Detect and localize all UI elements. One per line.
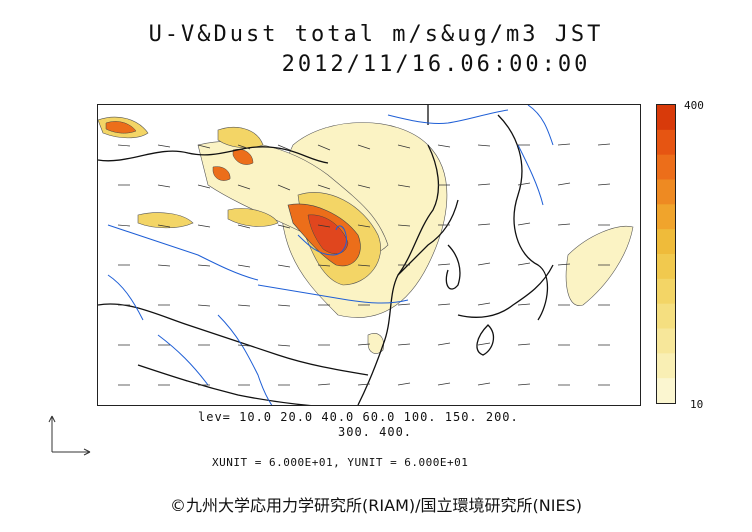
dust-map [97, 104, 641, 406]
colorbar-band [657, 303, 675, 329]
colorbar-band [657, 254, 675, 280]
colorbar-min-label: 10 [690, 398, 704, 411]
colorbar-band [657, 129, 675, 156]
wind-vectors [117, 143, 611, 386]
colorbar-max-label: 400 [684, 99, 704, 112]
map-title: U-V&Dust total m/s&ug/m3 JST [148, 22, 604, 47]
map-canvas [98, 105, 634, 405]
map-timestamp: 2012/11/16.06:00:00 [281, 52, 591, 77]
colorbar-band [657, 179, 675, 205]
colorbar-band [657, 204, 675, 230]
vector-units: XUNIT = 6.000E+01, YUNIT = 6.000E+01 [212, 456, 469, 469]
levels-line-1: lev= 10.0 20.0 40.0 60.0 100. 150. 200. [198, 410, 519, 424]
dust-colorbar [656, 104, 676, 404]
coastlines [98, 105, 554, 405]
colorbar-band [657, 353, 675, 379]
contour-levels: lev= 10.0 20.0 40.0 60.0 100. 150. 200. 3… [198, 410, 519, 440]
colorbar-band [657, 328, 675, 354]
colorbar-band [657, 105, 675, 131]
levels-line-2: 300. 400. [338, 425, 413, 439]
vector-reference-icon [46, 410, 96, 460]
colorbar-gradient [657, 105, 675, 404]
copyright-notice: ©九州大学応用力学研究所(RIAM)/国立環境研究所(NIES) [170, 496, 582, 515]
rivers [107, 105, 554, 405]
colorbar-band [657, 229, 675, 255]
colorbar-band [657, 378, 675, 404]
colorbar-band [657, 278, 675, 305]
colorbar-band [657, 154, 675, 180]
dust-plume [98, 116, 634, 354]
